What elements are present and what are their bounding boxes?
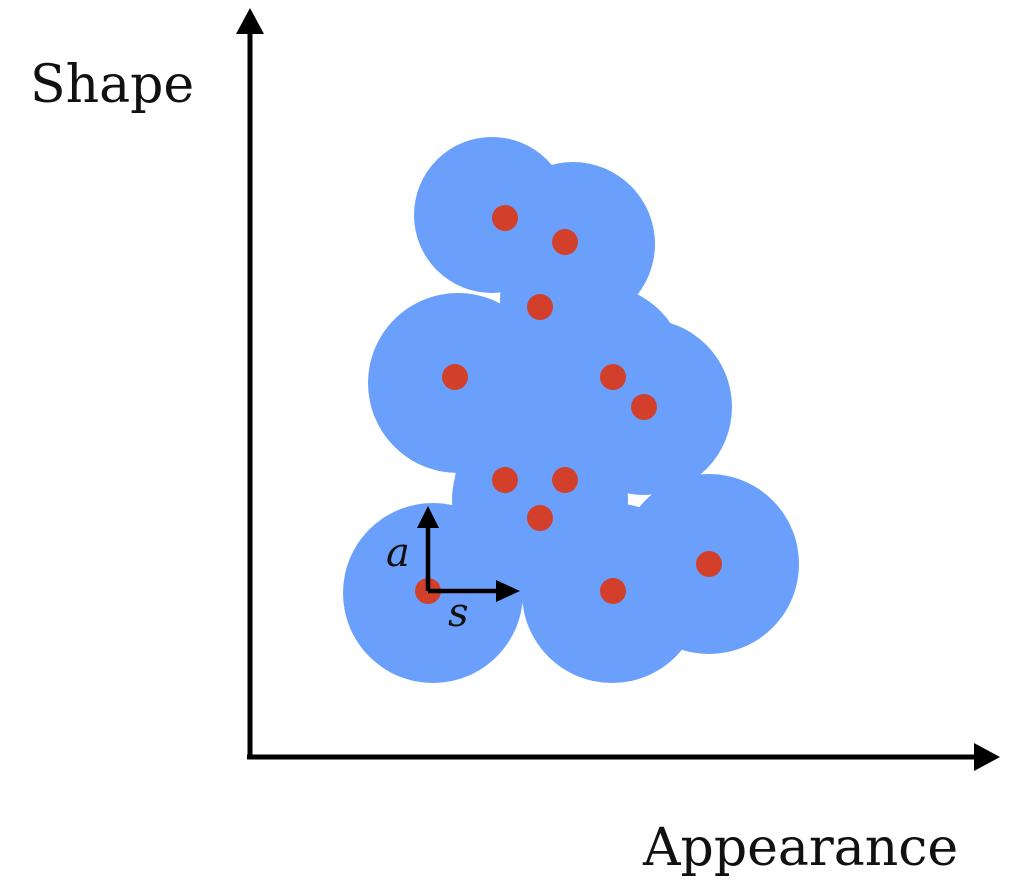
- vertical-vector-label: a: [386, 530, 410, 576]
- data-point: [696, 551, 722, 577]
- x-axis-arrowhead: [974, 743, 1000, 771]
- data-point: [600, 364, 626, 390]
- axes: [236, 8, 1000, 771]
- local-vectors: a s: [386, 506, 520, 636]
- data-point: [442, 364, 468, 390]
- x-axis-label: Appearance: [642, 818, 958, 878]
- data-point: [631, 394, 657, 420]
- coverage-region: [343, 137, 799, 683]
- horizontal-vector-arrowhead: [496, 580, 520, 602]
- data-point: [552, 467, 578, 493]
- data-point: [492, 205, 518, 231]
- horizontal-vector-label: s: [448, 590, 469, 636]
- data-point: [527, 294, 553, 320]
- data-point: [600, 578, 626, 604]
- data-points: [415, 205, 722, 604]
- region-circle: [500, 240, 620, 360]
- y-axis-label: Shape: [30, 55, 194, 115]
- data-point: [527, 505, 553, 531]
- y-axis-arrowhead: [236, 8, 264, 34]
- data-point: [492, 467, 518, 493]
- data-point: [552, 229, 578, 255]
- vertical-vector-arrowhead: [417, 506, 439, 528]
